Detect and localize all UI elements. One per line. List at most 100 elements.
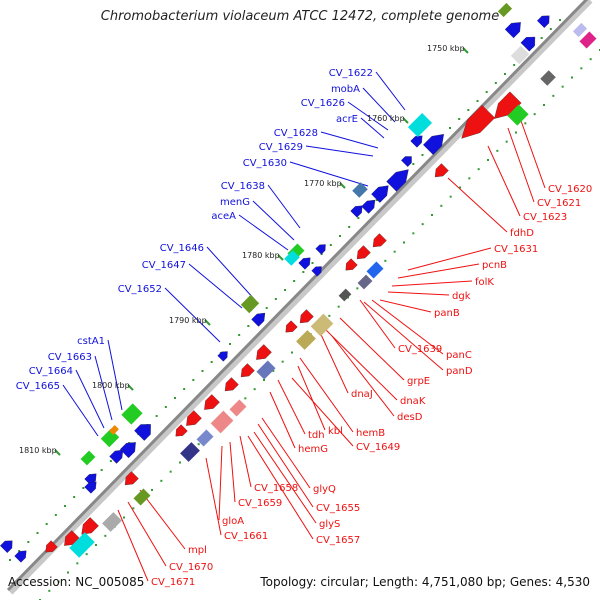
label-leader-line: [347, 101, 389, 131]
minor-tick-inner: [174, 397, 176, 399]
gene-category-box: [240, 294, 260, 314]
forward-gene-arrow: [0, 540, 13, 553]
minor-tick-outer: [123, 516, 125, 519]
minor-tick-inner: [458, 118, 461, 120]
genome-backbone: [6, 0, 589, 592]
label-leader-line: [289, 161, 369, 187]
forward-gene-arrow: [134, 424, 151, 441]
gene-category-box: [180, 442, 200, 462]
minor-tick-inner: [284, 289, 286, 291]
topology-label: Topology: circular; Length: 4,751,080 bp…: [260, 575, 590, 589]
minor-tick-inner: [357, 217, 360, 219]
label-leader-line: [205, 457, 222, 536]
minor-tick-outer: [337, 305, 340, 308]
minor-tick-outer: [179, 461, 181, 464]
genome-backbone-shadow: [7, 0, 593, 595]
gene-category-box: [497, 2, 513, 18]
reverse-gene-label: dnaJ: [351, 389, 373, 400]
reverse-gene-label: desD: [397, 412, 423, 423]
forward-gene-arrow: [14, 550, 27, 563]
minor-tick-outer: [487, 159, 489, 161]
label-leader-line: [371, 299, 444, 355]
gene-category-box: [284, 250, 300, 266]
reverse-gene-arrow: [45, 540, 58, 553]
label-leader-line: [238, 214, 289, 251]
reverse-gene-label: hemG: [298, 444, 328, 455]
reverse-gene-label: CV_1661: [224, 531, 268, 542]
label-leader-line: [391, 280, 473, 287]
minor-tick-inner: [82, 487, 85, 489]
major-tick: [402, 117, 409, 124]
minor-tick-inner: [36, 532, 39, 534]
minor-tick-outer: [515, 131, 517, 134]
reverse-gene-label: grpE: [407, 376, 430, 387]
forward-gene-label: CV_1638: [221, 181, 265, 192]
minor-tick-inner: [9, 559, 11, 561]
minor-tick-outer: [571, 76, 573, 79]
forward-gene-arrow: [109, 449, 124, 464]
label-leader-line: [363, 301, 444, 371]
minor-tick-inner: [45, 523, 48, 525]
label-leader-line: [507, 127, 535, 203]
minor-tick-inner: [109, 460, 112, 462]
minor-tick-inner: [64, 505, 66, 507]
minor-tick-inner: [27, 541, 30, 543]
minor-tick-outer: [291, 351, 293, 354]
forward-gene-label: CV_1629: [259, 142, 303, 153]
forward-gene-label: aceA: [211, 211, 236, 222]
minor-tick-outer: [169, 470, 172, 473]
forward-gene-label: CV_1630: [243, 158, 287, 169]
minor-tick-outer: [95, 544, 97, 546]
minor-tick-outer: [281, 360, 284, 363]
accession-label: Accession: NC_005085: [8, 575, 145, 589]
reverse-gene-label: CV_1621: [537, 198, 581, 209]
reverse-gene-arrow: [186, 410, 202, 426]
reverse-gene-label: hemB: [356, 428, 385, 439]
gene-category-box: [121, 403, 143, 425]
forward-gene-arrow: [84, 481, 97, 494]
minor-tick-inner: [201, 370, 204, 372]
label-leader-line: [261, 417, 311, 489]
label-leader-line: [331, 335, 395, 417]
minor-tick-inner: [540, 37, 543, 39]
label-leader-line: [379, 299, 432, 313]
label-leader-line: [519, 117, 546, 189]
reverse-gene-arrow: [372, 233, 387, 248]
forward-gene-label: CV_1652: [118, 284, 162, 295]
forward-gene-label: cstA1: [77, 336, 105, 347]
minor-tick-outer: [505, 140, 508, 143]
label-leader-line: [62, 384, 99, 437]
tick-label: 1780 kbp: [242, 251, 280, 260]
major-tick: [339, 182, 346, 189]
reverse-gene-label: glyQ: [313, 484, 336, 495]
minor-tick-inner: [164, 406, 167, 408]
minor-tick-inner: [73, 496, 76, 498]
minor-tick-inner: [293, 280, 296, 282]
minor-tick-outer: [440, 204, 443, 207]
minor-tick-outer: [104, 534, 107, 537]
reverse-gene-label: fdhD: [510, 228, 534, 239]
minor-tick-outer: [412, 232, 415, 235]
forward-gene-label: CV_1665: [16, 381, 60, 392]
reverse-gene-label: CV_1670: [169, 562, 213, 573]
minor-tick-inner: [513, 64, 516, 66]
gene-category-box: [338, 288, 352, 302]
label-leader-line: [269, 391, 296, 449]
reverse-gene-arrow: [299, 309, 314, 324]
minor-tick-inner: [183, 388, 186, 390]
reverse-gene-arrow: [204, 394, 220, 410]
label-leader-line: [107, 339, 123, 411]
minor-tick-inner: [485, 91, 488, 93]
tick-label: 1800 kbp: [92, 381, 130, 390]
gene-category-box: [196, 429, 214, 447]
gene-category-box: [133, 488, 151, 506]
reverse-gene-label: CV_1659: [238, 498, 282, 509]
label-leader-line: [277, 379, 306, 435]
minor-tick-inner: [265, 307, 268, 309]
minor-tick-inner: [494, 82, 497, 84]
gene-category-box: [310, 313, 334, 337]
label-leader-line: [75, 369, 105, 429]
forward-gene-arrow: [423, 134, 444, 155]
map-title: Chromobacterium violaceum ATCC 12472, co…: [100, 9, 500, 24]
